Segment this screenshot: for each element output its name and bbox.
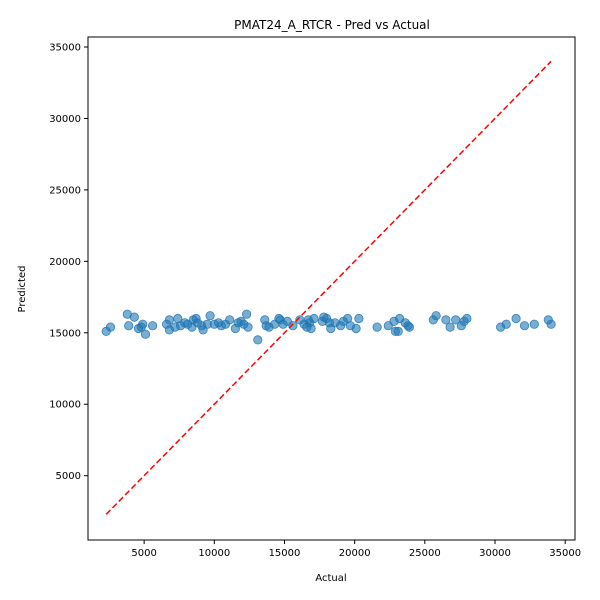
y-tick-label: 5000 bbox=[56, 471, 81, 482]
reference-line bbox=[105, 60, 552, 515]
y-tick-label: 15000 bbox=[49, 328, 81, 339]
x-tick-label: 15000 bbox=[269, 548, 301, 559]
plot-frame bbox=[87, 36, 576, 541]
data-point bbox=[354, 313, 364, 324]
points-layer bbox=[101, 309, 556, 345]
y-tick-label: 25000 bbox=[49, 185, 81, 196]
data-point bbox=[164, 315, 174, 325]
y-axis-label: Predicted bbox=[17, 266, 28, 313]
data-point bbox=[140, 329, 151, 339]
y-tick-label: 30000 bbox=[49, 114, 81, 125]
data-point bbox=[546, 319, 556, 329]
x-axis-ticks: 5000 10000 15000 20000 25000 30000 35000 bbox=[131, 540, 581, 559]
data-point bbox=[243, 322, 253, 332]
data-point bbox=[124, 321, 134, 331]
data-point bbox=[148, 321, 158, 331]
y-tick-label: 10000 bbox=[49, 400, 81, 411]
y-axis-ticks: 5000 10000 15000 20000 25000 30000 35000 bbox=[49, 43, 88, 482]
data-point bbox=[253, 335, 263, 345]
x-tick-label: 30000 bbox=[479, 548, 511, 559]
x-tick-label: 10000 bbox=[198, 548, 230, 559]
data-point bbox=[431, 311, 441, 321]
data-point bbox=[351, 323, 361, 334]
data-point bbox=[105, 322, 116, 332]
data-point bbox=[462, 313, 472, 324]
data-point bbox=[205, 311, 215, 321]
y-tick-label: 35000 bbox=[49, 43, 81, 54]
data-point bbox=[441, 315, 451, 325]
data-point bbox=[288, 321, 298, 331]
data-point bbox=[138, 319, 148, 329]
data-point bbox=[501, 319, 511, 329]
data-point bbox=[225, 315, 235, 325]
x-tick-label: 35000 bbox=[549, 548, 581, 559]
data-point bbox=[529, 319, 539, 329]
chart-title: PMAT24_A_RTCR - Pred vs Actual bbox=[234, 18, 430, 32]
reference-line-layer bbox=[105, 60, 552, 515]
x-tick-label: 5000 bbox=[131, 548, 156, 559]
data-point bbox=[393, 326, 403, 336]
data-point bbox=[445, 322, 455, 332]
data-point bbox=[129, 312, 139, 322]
data-point bbox=[511, 313, 521, 324]
x-tick-label: 25000 bbox=[409, 548, 441, 559]
x-axis-label: Actual bbox=[315, 573, 346, 584]
x-tick-label: 20000 bbox=[339, 548, 371, 559]
data-point bbox=[403, 321, 413, 331]
data-point bbox=[305, 318, 315, 328]
y-tick-label: 20000 bbox=[49, 257, 81, 268]
data-point bbox=[242, 309, 252, 319]
data-point bbox=[519, 321, 530, 331]
data-point bbox=[372, 322, 382, 332]
